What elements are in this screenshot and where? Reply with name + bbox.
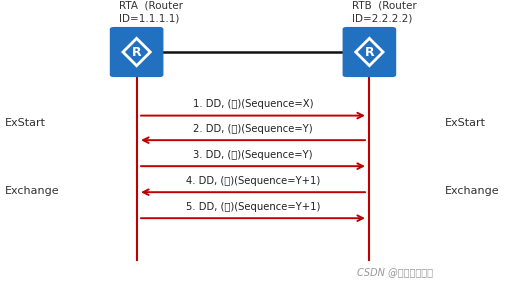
Text: ExStart: ExStart <box>444 118 485 128</box>
Text: R: R <box>364 46 374 58</box>
Text: ExStart: ExStart <box>5 118 46 128</box>
FancyBboxPatch shape <box>342 27 395 77</box>
Text: 2. DD, (主)(Sequence=Y): 2. DD, (主)(Sequence=Y) <box>193 124 312 134</box>
Text: 1. DD, (主)(Sequence=X): 1. DD, (主)(Sequence=X) <box>192 99 313 109</box>
Text: R: R <box>131 46 141 58</box>
Text: 5. DD, (从)(Sequence=Y+1): 5. DD, (从)(Sequence=Y+1) <box>185 202 320 212</box>
Text: RTB  (Router: RTB (Router <box>351 1 416 10</box>
Text: ID=1.1.1.1): ID=1.1.1.1) <box>119 14 179 23</box>
FancyBboxPatch shape <box>110 27 163 77</box>
Text: 3. DD, (从)(Sequence=Y): 3. DD, (从)(Sequence=Y) <box>193 150 312 160</box>
Text: RTA  (Router: RTA (Router <box>119 1 182 10</box>
Text: Exchange: Exchange <box>5 186 60 196</box>
Text: 4. DD, (主)(Sequence=Y+1): 4. DD, (主)(Sequence=Y+1) <box>185 176 320 186</box>
Text: Exchange: Exchange <box>444 186 499 196</box>
Text: ID=2.2.2.2): ID=2.2.2.2) <box>351 14 411 23</box>
Text: CSDN @众元网络百哥: CSDN @众元网络百哥 <box>356 267 432 277</box>
